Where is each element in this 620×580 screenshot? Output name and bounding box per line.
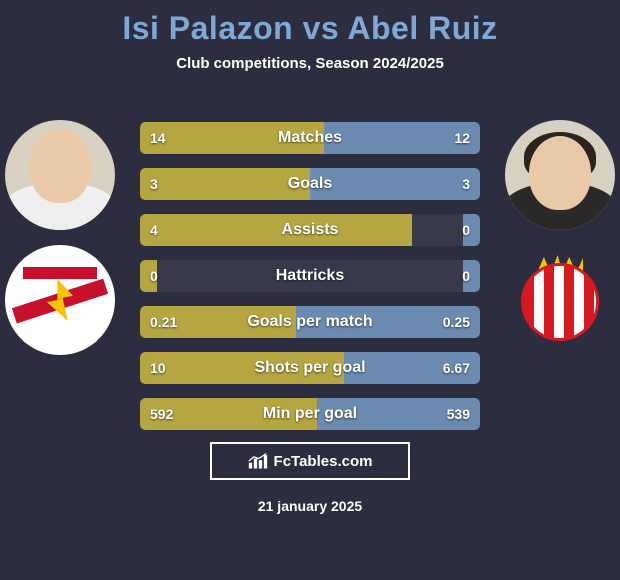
subtitle: Club competitions, Season 2024/2025 bbox=[0, 55, 620, 72]
bar-right bbox=[317, 398, 480, 430]
bar-right bbox=[463, 214, 480, 246]
brand-chart-icon bbox=[248, 452, 268, 470]
brand-text: FcTables.com bbox=[274, 453, 373, 470]
club-right-badge bbox=[505, 245, 615, 355]
rayo-shield bbox=[23, 257, 97, 343]
stat-row: 00Hattricks bbox=[140, 260, 480, 292]
bar-right bbox=[296, 306, 480, 338]
player-left-avatar bbox=[5, 120, 115, 230]
stat-row: 1412Matches bbox=[140, 122, 480, 154]
bar-left bbox=[140, 260, 157, 292]
bar-right bbox=[324, 122, 480, 154]
stat-row: 33Goals bbox=[140, 168, 480, 200]
bar-left bbox=[140, 122, 324, 154]
bar-left bbox=[140, 352, 344, 384]
player-right-avatar bbox=[505, 120, 615, 230]
bar-left bbox=[140, 306, 296, 338]
stat-row: 0.210.25Goals per match bbox=[140, 306, 480, 338]
bar-left bbox=[140, 398, 317, 430]
girona-circle bbox=[521, 263, 599, 341]
stat-row: 40Assists bbox=[140, 214, 480, 246]
bar-right bbox=[310, 168, 480, 200]
stat-label: Hattricks bbox=[140, 260, 480, 292]
badge-stripe bbox=[23, 267, 97, 279]
bar-left bbox=[140, 168, 310, 200]
page-title: Isi Palazon vs Abel Ruiz bbox=[0, 0, 620, 47]
bar-right bbox=[463, 260, 480, 292]
bar-left bbox=[140, 214, 412, 246]
date-label: 21 january 2025 bbox=[0, 498, 620, 514]
bar-right bbox=[344, 352, 480, 384]
stat-row: 106.67Shots per goal bbox=[140, 352, 480, 384]
club-left-badge bbox=[5, 245, 115, 355]
avatar-head bbox=[29, 129, 91, 203]
stat-row: 592539Min per goal bbox=[140, 398, 480, 430]
brand-box: FcTables.com bbox=[210, 442, 410, 480]
stats-container: 1412Matches 33Goals 40Assists 00Hattricks 0.… bbox=[140, 122, 480, 444]
avatar-head bbox=[529, 136, 591, 210]
